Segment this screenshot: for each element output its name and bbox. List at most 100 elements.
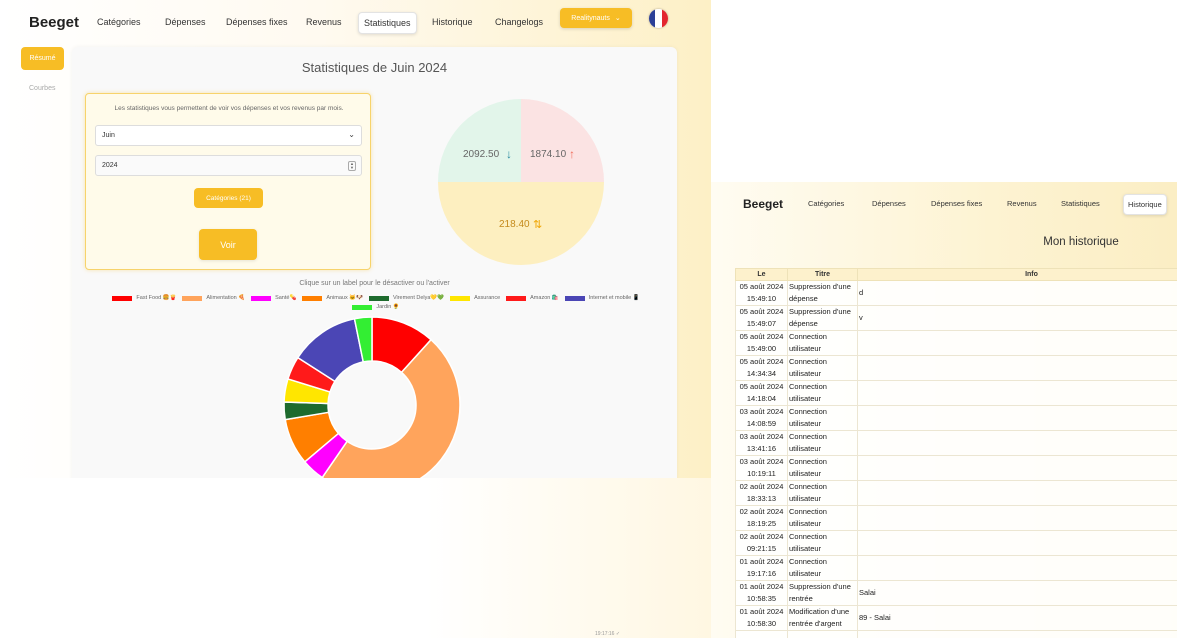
- row-title: Connection utilisateur: [787, 405, 858, 431]
- pie-slice-balance: [438, 182, 604, 265]
- table-row: 03 août 2024 14:08:59 Connection utilisate…: [735, 405, 1177, 431]
- nav-historique[interactable]: Historique: [1123, 194, 1167, 215]
- row-date-time: 14:34:34: [746, 369, 777, 378]
- nav-depenses[interactable]: Dépenses: [872, 199, 906, 208]
- legend-swatch: [368, 295, 389, 301]
- row-date: 05 août 2024 14:34:34: [735, 355, 788, 381]
- table-row: 03 août 2024 10:19:11 Connection utilisate…: [735, 455, 1177, 481]
- legend-swatch: [450, 295, 471, 301]
- row-date: 03 août 2024 10:19:11: [735, 455, 788, 481]
- background-area: [0, 478, 711, 638]
- row-date: 01 août 2024 19:17:16: [735, 555, 788, 581]
- statistics-card: Statistiques de Juin 2024 Les statistiqu…: [72, 47, 677, 478]
- chevron-down-icon: ⌄: [614, 15, 621, 22]
- legend-item[interactable]: Amazon 🛍️: [506, 295, 559, 301]
- row-info: [857, 430, 1177, 456]
- nav-depenses-fixes[interactable]: Dépenses fixes: [226, 17, 288, 27]
- legend-item[interactable]: Assurance: [450, 295, 500, 301]
- pie-slice-income: [438, 99, 521, 182]
- table-row: 05 août 2024 15:49:00 Connection utilisate…: [735, 330, 1177, 356]
- table-row: 02 août 2024 18:19:25 Connection utilisate…: [735, 505, 1177, 531]
- nav-categories[interactable]: Catégories: [808, 199, 845, 208]
- table-row: 02 août 2024 18:33:13 Connection utilisate…: [735, 480, 1177, 506]
- nav-depenses[interactable]: Dépenses: [165, 17, 206, 27]
- legend-swatch: [302, 295, 323, 301]
- nav-revenus[interactable]: Revenus: [306, 17, 342, 27]
- form-description: Les statistiques vous permettent de voir…: [114, 105, 344, 112]
- donut-slice[interactable]: [321, 338, 461, 478]
- row-date-day: 02 août 2024: [739, 532, 784, 541]
- history-rows: 05 août 2024 15:49:10 Suppression d'une dé…: [735, 280, 1177, 638]
- user-menu-button[interactable]: Realitynauts ⌄: [560, 8, 632, 28]
- legend-item[interactable]: Jardin 🌻: [352, 304, 400, 310]
- row-title: Suppression d'une dépense: [787, 305, 858, 331]
- row-date: 05 août 2024 15:49:10: [735, 280, 788, 306]
- year-value: 2024: [102, 162, 118, 169]
- row-date: 03 août 2024 14:08:59: [735, 405, 788, 431]
- sidebar-item-courbes[interactable]: Courbes: [29, 85, 56, 92]
- column-le[interactable]: Le: [735, 268, 788, 281]
- row-date: 05 août 2024 15:49:00: [735, 330, 788, 356]
- nav-categories[interactable]: Catégories: [97, 17, 141, 27]
- legend-item[interactable]: Internet et mobile 📱: [564, 295, 640, 301]
- categories-button[interactable]: Catégories (21): [194, 188, 263, 208]
- row-info: [857, 555, 1177, 581]
- donut-slice[interactable]: [353, 316, 373, 363]
- legend-item[interactable]: Fast Food 🍔🍟: [112, 295, 176, 301]
- legend-item[interactable]: Virement Delya💛💚: [368, 295, 444, 301]
- table-row: 05 août 2024 15:49:10 Suppression d'une dé…: [735, 280, 1177, 306]
- row-title: Connection utilisateur: [787, 530, 858, 556]
- row-date-time: 15:49:10: [746, 294, 777, 303]
- table-row: 03 août 2024 13:41:16 Connection utilisate…: [735, 430, 1177, 456]
- expense-value: 1874.10: [530, 149, 567, 160]
- row-info: [857, 505, 1177, 531]
- legend-item[interactable]: Santé💊: [251, 295, 296, 301]
- row-date-day: 03 août 2024: [739, 457, 784, 466]
- sidebar-item-resume[interactable]: Résumé: [21, 47, 64, 70]
- row-title: [787, 630, 858, 638]
- row-date: [735, 630, 788, 638]
- brand-logo[interactable]: Beeget: [743, 197, 784, 211]
- row-info: SQLSTATE[22007]: Invalid datetime format…: [857, 630, 1177, 638]
- spinner-icon[interactable]: ▲ ▼: [348, 161, 356, 171]
- balance-value: 218.40: [499, 219, 530, 230]
- row-date: 05 août 2024 14:18:04: [735, 380, 788, 406]
- arrow-down-icon: ↓: [506, 147, 512, 161]
- table-row: 01 août 2024 19:17:16 Connection utilisate…: [735, 555, 1177, 581]
- brand-logo[interactable]: Beeget: [29, 14, 80, 31]
- month-value: Juin: [102, 132, 115, 139]
- table-row: 05 août 2024 14:34:34 Connection utilisate…: [735, 355, 1177, 381]
- row-info: d: [857, 280, 1177, 306]
- table-row: SQLSTATE[22007]: Invalid datetime format…: [735, 630, 1177, 638]
- row-info: [857, 480, 1177, 506]
- legend-label: Santé💊: [275, 295, 297, 301]
- row-info: [857, 455, 1177, 481]
- row-date: 02 août 2024 18:33:13: [735, 480, 788, 506]
- column-titre[interactable]: Titre: [787, 268, 858, 281]
- voir-button[interactable]: Voir: [199, 229, 257, 260]
- legend-item[interactable]: Alimentation 🍕: [182, 295, 245, 301]
- nav-historique[interactable]: Historique: [432, 17, 473, 27]
- user-name: Realitynauts: [571, 14, 610, 22]
- month-select[interactable]: Juin ⌄: [95, 125, 362, 146]
- legend-label: Animaux 🐱🐶: [326, 295, 363, 301]
- nav-depenses-fixes[interactable]: Dépenses fixes: [931, 199, 983, 208]
- table-row: 02 août 2024 09:21:15 Connection utilisate…: [735, 530, 1177, 556]
- column-info[interactable]: Info: [857, 268, 1177, 281]
- nav-statistiques[interactable]: Statistiques: [358, 12, 417, 34]
- stray-text: 19:17:16 ✓: [595, 631, 621, 637]
- french-flag-icon[interactable]: [649, 9, 668, 28]
- row-date: 02 août 2024 18:19:25: [735, 505, 788, 531]
- row-title: Connection utilisateur: [787, 380, 858, 406]
- row-title: Connection utilisateur: [787, 455, 858, 481]
- row-title: Connection utilisateur: [787, 355, 858, 381]
- legend-label: Internet et mobile 📱: [588, 295, 640, 301]
- summary-pie-chart: 2092.50 ↓ 1874.10 ↑ 218.40 ⇅: [438, 99, 604, 265]
- nav-statistiques[interactable]: Statistiques: [1061, 199, 1100, 208]
- row-date-day: 01 août 2024: [739, 607, 784, 616]
- year-input[interactable]: 2024 ▲ ▼: [95, 155, 362, 176]
- nav-revenus[interactable]: Revenus: [1007, 199, 1037, 208]
- legend-item[interactable]: Animaux 🐱🐶: [302, 295, 363, 301]
- nav-changelogs[interactable]: Changelogs: [495, 17, 544, 27]
